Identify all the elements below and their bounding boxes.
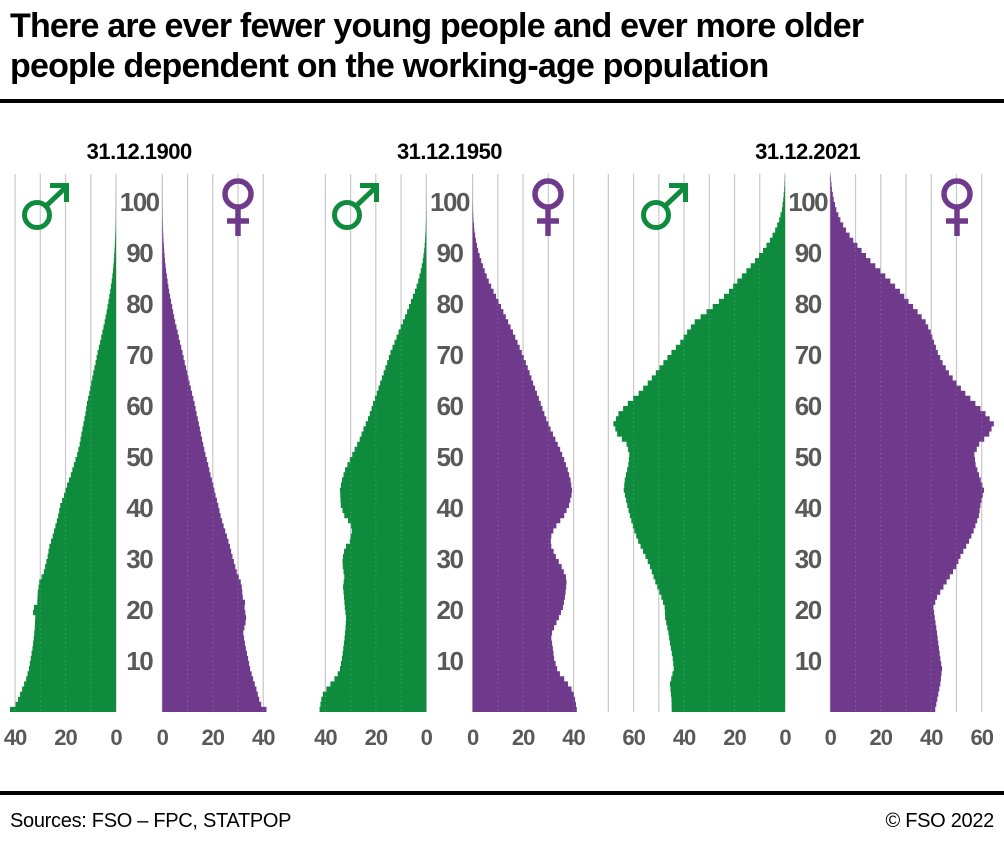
female-series-area: [162, 171, 267, 712]
female-value-tick-label: 40: [252, 725, 275, 750]
value-axis-labels: 60 40 20 0 0 20 40 60: [622, 725, 994, 750]
male-series-area: [319, 171, 427, 712]
male-value-tick-label: 0: [779, 725, 791, 750]
footer-divider-rule: [0, 791, 1004, 795]
age-tick-label: 20: [795, 595, 822, 625]
age-tick-label: 80: [126, 289, 153, 319]
female-value-tick-label: 20: [202, 725, 225, 750]
pyramid-date-label: 31.12.2021: [755, 139, 860, 164]
male-series-area: [613, 171, 785, 712]
age-tick-label: 40: [795, 493, 822, 523]
age-tick-label: 80: [795, 289, 822, 319]
female-value-tick-label: 60: [970, 725, 993, 750]
page-title-line1: There are ever fewer young people and ev…: [10, 7, 864, 45]
age-tick-label: 90: [437, 238, 464, 268]
female-symbol-icon: [532, 178, 564, 236]
age-tick-label: 70: [437, 340, 464, 370]
age-tick-label: 10: [126, 646, 153, 676]
page-title-line2: people dependent on the working-age popu…: [10, 47, 769, 85]
male-value-tick-label: 20: [723, 725, 746, 750]
age-tick-label: 30: [437, 544, 464, 574]
male-series-area: [10, 171, 116, 712]
age-tick-label: 10: [795, 646, 822, 676]
age-tick-label: 20: [437, 595, 464, 625]
pyramid-31-12-2021: 31.12.2021 10 20 30 40 50 60 70 80 90 100 60 40 20 0 0 2…: [607, 139, 995, 750]
male-symbol-icon: [641, 183, 688, 230]
age-tick-label: 90: [795, 238, 822, 268]
male-value-tick-label: 0: [110, 725, 122, 750]
female-value-tick-label: 40: [562, 725, 585, 750]
age-tick-label: 20: [126, 595, 153, 625]
age-tick-label: 100: [430, 187, 470, 217]
age-axis-labels: 10 20 30 40 50 60 70 80 90 100: [430, 187, 471, 676]
age-tick-label: 90: [126, 238, 153, 268]
age-tick-label: 60: [795, 391, 822, 421]
male-value-tick-label: 40: [673, 725, 696, 750]
male-symbol-icon: [332, 183, 379, 230]
age-tick-label: 60: [437, 391, 464, 421]
copyright-text: © FSO 2022: [885, 810, 995, 832]
page-title: There are ever fewer young people and ev…: [10, 6, 990, 86]
age-axis-labels: 10 20 30 40 50 60 70 80 90 100: [120, 187, 161, 676]
female-value-tick-label: 0: [825, 725, 837, 750]
age-tick-label: 40: [437, 493, 464, 523]
age-tick-label: 40: [126, 493, 153, 523]
age-tick-label: 70: [126, 340, 153, 370]
female-value-tick-label: 0: [467, 725, 479, 750]
age-tick-label: 30: [795, 544, 822, 574]
title-divider-rule: [0, 99, 1004, 103]
female-value-tick-label: 20: [512, 725, 535, 750]
female-value-tick-label: 40: [920, 725, 943, 750]
age-tick-label: 10: [437, 646, 464, 676]
age-axis-labels: 10 20 30 40 50 60 70 80 90 100: [788, 187, 829, 676]
value-axis-labels: 40 20 0 0 20 40: [4, 725, 276, 750]
male-value-tick-label: 40: [314, 725, 337, 750]
male-value-tick-label: 20: [365, 725, 388, 750]
age-tick-label: 100: [788, 187, 828, 217]
pyramid-date-label: 31.12.1950: [397, 139, 502, 164]
age-tick-label: 50: [437, 442, 464, 472]
value-axis-labels: 40 20 0 0 20 40: [314, 725, 586, 750]
age-tick-label: 50: [126, 442, 153, 472]
male-symbol-icon: [22, 183, 69, 230]
male-value-tick-label: 0: [421, 725, 433, 750]
age-tick-label: 50: [795, 442, 822, 472]
age-tick-label: 100: [120, 187, 160, 217]
female-value-tick-label: 20: [870, 725, 893, 750]
female-value-tick-label: 0: [157, 725, 169, 750]
male-value-tick-label: 60: [622, 725, 645, 750]
sources-text: Sources: FSO – FPC, STATPOP: [10, 810, 292, 832]
male-value-tick-label: 40: [4, 725, 27, 750]
pyramid-date-label: 31.12.1900: [87, 139, 192, 164]
female-symbol-icon: [222, 178, 254, 236]
age-tick-label: 30: [126, 544, 153, 574]
female-series-area: [472, 171, 577, 712]
female-symbol-icon: [941, 178, 973, 236]
footer: Sources: FSO – FPC, STATPOP © FSO 2022: [10, 810, 994, 833]
female-series-area: [830, 171, 994, 712]
male-value-tick-label: 20: [54, 725, 77, 750]
age-tick-label: 70: [795, 340, 822, 370]
age-tick-label: 60: [126, 391, 153, 421]
age-tick-label: 80: [437, 289, 464, 319]
